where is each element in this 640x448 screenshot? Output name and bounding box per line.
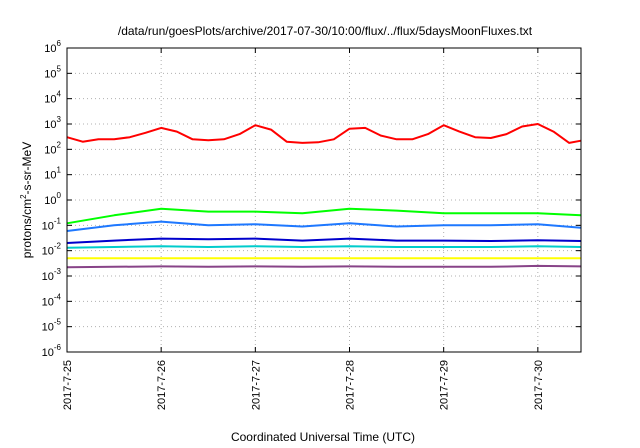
- y-axis-label: protons/cm2-s-sr-MeV: [19, 142, 34, 258]
- y-tick-label: 100: [44, 191, 61, 207]
- y-tick-label: 104: [44, 90, 61, 106]
- y-tick-base: 10: [44, 195, 56, 207]
- x-tick-label: 2017-7-26: [156, 360, 168, 410]
- y-tick-label: 106: [44, 39, 61, 55]
- y-tick-label: 101: [44, 166, 61, 182]
- y-tick-label: 10-4: [42, 292, 62, 308]
- y-tick-base: 10: [44, 43, 56, 55]
- y-tick-exp: -3: [54, 267, 62, 276]
- y-tick-base: 10: [44, 119, 56, 131]
- y-tick-label: 10-1: [42, 216, 62, 232]
- grid: [67, 48, 581, 352]
- y-tick-exp: -6: [54, 343, 62, 352]
- series-line: [66, 237, 582, 244]
- y-tick-base: 10: [42, 347, 54, 359]
- y-tick-exp: -1: [54, 216, 62, 225]
- series-line: [66, 123, 582, 144]
- x-ticks: 2017-7-25 2017-7-26 2017-7-27 2017-7-28 2017…: [62, 48, 545, 410]
- y-axis-label-base: protons/cm: [20, 199, 34, 258]
- x-tick-label: 2017-7-25: [62, 360, 74, 410]
- y-tick-exp: 3: [57, 115, 62, 124]
- y-axis-label-rest: -s-sr-MeV: [20, 142, 34, 195]
- y-tick-label: 10-5: [42, 318, 62, 334]
- y-tick-exp: 1: [57, 166, 62, 175]
- y-tick-base: 10: [42, 271, 54, 283]
- series-group: [66, 123, 582, 269]
- y-tick-label: 10-3: [42, 267, 62, 283]
- x-tick-label: 2017-7-27: [250, 360, 262, 410]
- y-tick-base: 10: [44, 144, 56, 156]
- y-tick-label: 103: [44, 115, 61, 131]
- y-tick-exp: 0: [57, 191, 62, 200]
- y-tick-exp: -5: [54, 318, 62, 327]
- y-tick-exp: -2: [54, 242, 62, 251]
- series-line: [66, 207, 582, 225]
- y-ticks: 10-610-510-410-310-210-11001011021031041…: [42, 39, 581, 359]
- x-axis-label: Coordinated Universal Time (UTC): [231, 430, 415, 444]
- x-tick-label: 2017-7-30: [533, 360, 545, 410]
- y-tick-exp: 2: [57, 140, 62, 149]
- y-tick-base: 10: [44, 170, 56, 182]
- y-tick-base: 10: [42, 296, 54, 308]
- series-line: [66, 264, 582, 269]
- y-tick-label: 10-6: [42, 343, 62, 359]
- x-tick-label: 2017-7-29: [439, 360, 451, 410]
- y-tick-exp: 6: [57, 39, 62, 48]
- y-axis-label-sup: 2: [19, 194, 28, 199]
- y-tick-base: 10: [42, 220, 54, 232]
- y-tick-label: 105: [44, 64, 61, 80]
- y-tick-base: 10: [44, 68, 56, 80]
- y-tick-exp: 5: [57, 64, 62, 73]
- series-line: [66, 220, 582, 232]
- y-tick-exp: 4: [57, 90, 62, 99]
- y-tick-base: 10: [44, 94, 56, 106]
- y-tick-base: 10: [42, 322, 54, 334]
- y-tick-base: 10: [42, 246, 54, 258]
- x-tick-label: 2017-7-28: [345, 360, 357, 410]
- y-tick-label: 102: [44, 140, 61, 156]
- chart-title: /data/run/goesPlots/archive/2017-07-30/1…: [118, 24, 533, 38]
- y-tick-exp: -4: [54, 292, 62, 301]
- y-tick-label: 10-2: [42, 242, 62, 258]
- series-line: [66, 245, 582, 249]
